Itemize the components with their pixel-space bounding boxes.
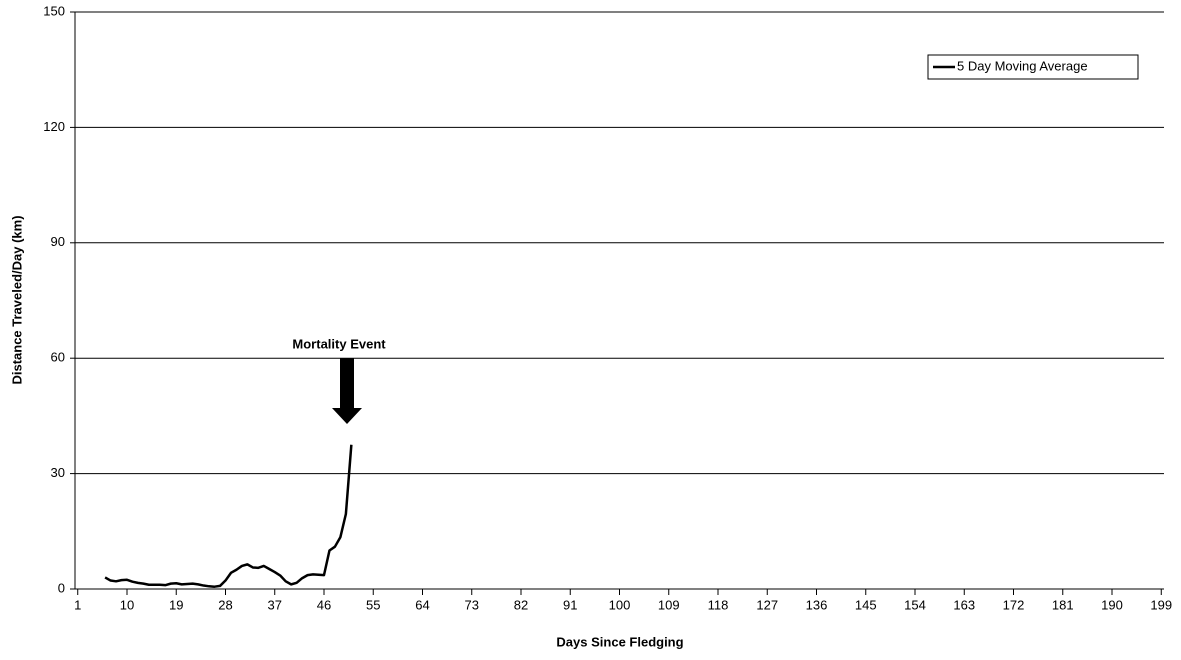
x-tick-label: 91 (563, 597, 577, 612)
x-tick-label: 82 (514, 597, 528, 612)
x-tick-label: 199 (1150, 597, 1172, 612)
y-tick-label: 120 (43, 119, 65, 134)
x-tick-label: 109 (658, 597, 680, 612)
x-tick-label: 145 (855, 597, 877, 612)
x-tick-label: 19 (169, 597, 183, 612)
x-tick-label: 73 (465, 597, 479, 612)
x-tick-label: 37 (268, 597, 282, 612)
x-tick-label: 100 (609, 597, 631, 612)
x-tick-label: 64 (415, 597, 429, 612)
x-tick-label: 172 (1003, 597, 1025, 612)
legend-box (927, 54, 1139, 80)
x-tick-label: 154 (904, 597, 926, 612)
annotation: Mortality Event (292, 336, 386, 351)
y-tick-label: 90 (51, 234, 65, 249)
y-tick-label: 0 (58, 580, 65, 595)
legend-label: 5 Day Moving Average (957, 58, 1088, 73)
y-axis-title: Distance Traveled/Day (km) (9, 215, 24, 384)
x-tick-label: 1 (74, 597, 81, 612)
x-tick-label: 28 (218, 597, 232, 612)
x-tick-label: 190 (1101, 597, 1123, 612)
x-tick-label: 46 (317, 597, 331, 612)
x-tick-label: 127 (756, 597, 778, 612)
y-tick-label: 150 (43, 3, 65, 18)
x-tick-label: 181 (1052, 597, 1074, 612)
x-axis-title: Days Since Fledging (556, 634, 683, 649)
x-tick-label: 118 (708, 597, 729, 612)
x-tick-label: 136 (806, 597, 828, 612)
x-tick-label: 163 (953, 597, 975, 612)
y-tick-label: 60 (51, 350, 65, 365)
y-tick-label: 30 (51, 465, 65, 480)
x-tick-label: 10 (120, 597, 134, 612)
annotation-arrow (332, 358, 362, 424)
x-tick-label: 55 (366, 597, 380, 612)
data-line (104, 444, 353, 588)
